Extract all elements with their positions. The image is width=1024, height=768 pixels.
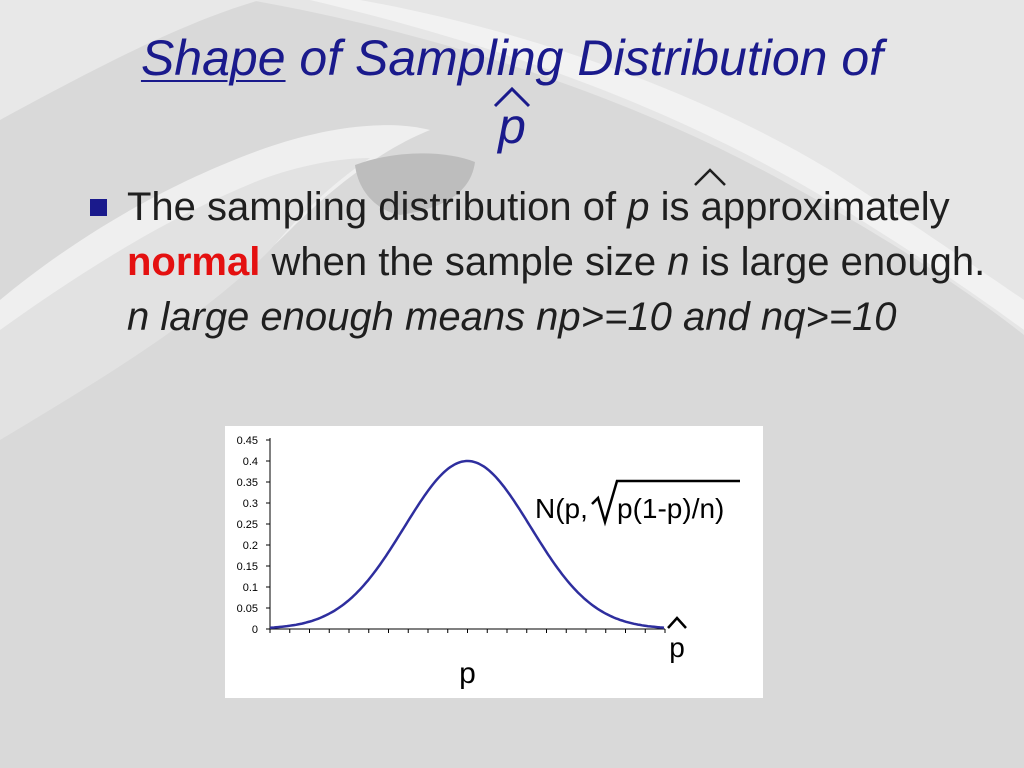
bullet-symbol: p bbox=[627, 185, 650, 229]
bullet-part4: is large enough. bbox=[689, 240, 986, 284]
bullet-emphasis: normal bbox=[127, 240, 261, 284]
bullet-part1: The sampling distribution of bbox=[127, 185, 628, 229]
bullet-text: The sampling distribution of p is approx… bbox=[127, 180, 987, 345]
bullet-part2: is approximately bbox=[649, 185, 950, 229]
formula-prefix: N(p, bbox=[535, 493, 588, 524]
y-tick-label: 0.4 bbox=[243, 456, 258, 468]
normal-curve-chart: 0.45 0.4 0.35 0.3 0.25 0.2 0.15 0.1 0.05 0 p p N(p, p… bbox=[237, 435, 740, 690]
normal-curve bbox=[269, 459, 665, 629]
body-hat-icon bbox=[694, 168, 726, 186]
bullet-n: n bbox=[667, 240, 690, 284]
title-hat-icon bbox=[493, 86, 531, 108]
title-symbol: p bbox=[498, 98, 526, 154]
title-rest: of Sampling Distribution of bbox=[285, 30, 884, 86]
x-end-hat-icon bbox=[667, 616, 687, 629]
formula-radicand: p(1-p)/n) bbox=[617, 493, 724, 524]
chart-panel: 0.45 0.4 0.35 0.3 0.25 0.2 0.15 0.1 0.05 0 p p N(p, p… bbox=[225, 426, 763, 698]
bullet-italic-tail: n large enough means np>=10 and nq>=10 bbox=[127, 295, 897, 339]
bullet-part3: when the sample size bbox=[260, 240, 668, 284]
y-tick-label: 0.25 bbox=[237, 519, 258, 531]
y-tick-label: 0.45 bbox=[237, 435, 258, 447]
x-end-label: p bbox=[669, 632, 685, 663]
slide-title: Shape of Sampling Distribution of bbox=[0, 30, 1024, 86]
y-tick-label: 0.2 bbox=[243, 540, 258, 552]
title-underlined-word: Shape bbox=[140, 30, 286, 86]
y-tick-label: 0.1 bbox=[243, 582, 258, 594]
y-tick-label: 0.15 bbox=[237, 561, 258, 573]
y-tick-label: 0.05 bbox=[237, 603, 258, 615]
bullet-marker bbox=[90, 199, 107, 216]
y-tick-label: 0.35 bbox=[237, 477, 258, 489]
sqrt-sign-icon bbox=[591, 479, 740, 527]
y-tick-label: 0.3 bbox=[243, 498, 258, 510]
x-center-label: p bbox=[459, 657, 476, 690]
y-tick-label: 0 bbox=[252, 624, 258, 636]
